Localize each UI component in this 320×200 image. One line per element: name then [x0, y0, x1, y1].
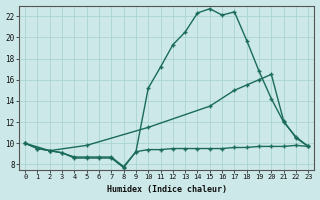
X-axis label: Humidex (Indice chaleur): Humidex (Indice chaleur) [107, 185, 227, 194]
